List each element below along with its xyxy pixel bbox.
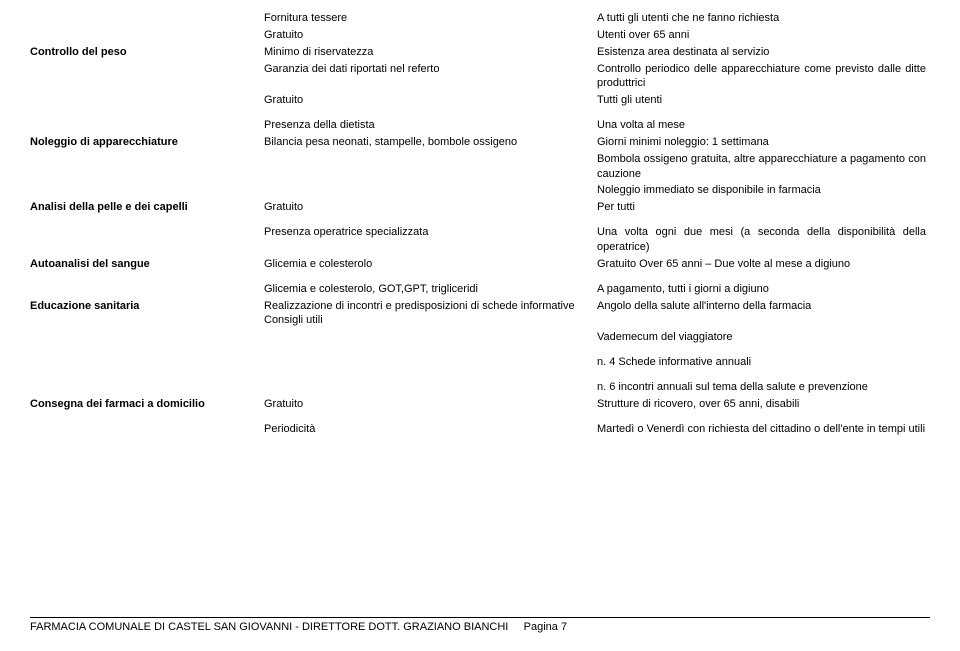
table-row: PeriodicitàMartedì o Venerdì con richies… bbox=[30, 421, 930, 438]
service-name-cell: Educazione sanitaria bbox=[30, 298, 264, 330]
detail-cell: Presenza operatrice specializzata bbox=[264, 224, 597, 256]
footer-separator bbox=[30, 617, 930, 618]
service-name-cell: Analisi della pelle e dei capelli bbox=[30, 199, 264, 216]
table-row bbox=[30, 371, 930, 379]
table-row: Presenza operatrice specializzataUna vol… bbox=[30, 224, 930, 256]
description-cell: Gratuito Over 65 anni – Due volte al mes… bbox=[597, 256, 930, 273]
description-cell: Esistenza area destinata al servizio bbox=[597, 44, 930, 61]
table-row: Vademecum del viaggiatore bbox=[30, 329, 930, 346]
description-cell: Una volta al mese bbox=[597, 117, 930, 134]
detail-cell: Presenza della dietista bbox=[264, 117, 597, 134]
service-name-cell bbox=[30, 354, 264, 371]
footer-page: Pagina 7 bbox=[524, 621, 567, 633]
service-name-cell: Autoanalisi del sangue bbox=[30, 256, 264, 273]
description-cell: Angolo della salute all'interno della fa… bbox=[597, 298, 930, 330]
service-name-cell: Consegna dei farmaci a domicilio bbox=[30, 396, 264, 413]
service-name-cell bbox=[30, 224, 264, 256]
detail-cell: Fornitura tessere bbox=[264, 10, 597, 27]
service-name-cell bbox=[30, 117, 264, 134]
detail-cell: Minimo di riservatezza bbox=[264, 44, 597, 61]
spacer-cell bbox=[30, 346, 930, 354]
description-cell: Controllo periodico delle apparecchiatur… bbox=[597, 61, 930, 93]
table-row: Bombola ossigeno gratuita, altre apparec… bbox=[30, 151, 930, 183]
service-name-cell bbox=[30, 379, 264, 396]
spacer-cell bbox=[30, 371, 930, 379]
service-name-cell: Controllo del peso bbox=[30, 44, 264, 61]
table-row: Noleggio di apparecchiatureBilancia pesa… bbox=[30, 134, 930, 151]
service-name-cell bbox=[30, 329, 264, 346]
table-row bbox=[30, 273, 930, 281]
table-row: Garanzia dei dati riportati nel refertoC… bbox=[30, 61, 930, 93]
page-footer: FARMACIA COMUNALE DI CASTEL SAN GIOVANNI… bbox=[30, 617, 930, 633]
table-row: Noleggio immediato se disponibile in far… bbox=[30, 182, 930, 199]
description-cell: Martedì o Venerdì con richiesta del citt… bbox=[597, 421, 930, 438]
table-row: Consegna dei farmaci a domicilioGratuito… bbox=[30, 396, 930, 413]
detail-cell bbox=[264, 151, 597, 183]
table-row: n. 6 incontri annuali sul tema della sal… bbox=[30, 379, 930, 396]
description-cell: Bombola ossigeno gratuita, altre apparec… bbox=[597, 151, 930, 183]
detail-cell: Glicemia e colesterolo bbox=[264, 256, 597, 273]
description-cell: n. 4 Schede informative annuali bbox=[597, 354, 930, 371]
service-name-cell: Noleggio di apparecchiature bbox=[30, 134, 264, 151]
table-row: Glicemia e colesterolo, GOT,GPT, triglic… bbox=[30, 281, 930, 298]
description-cell: Strutture di ricovero, over 65 anni, dis… bbox=[597, 396, 930, 413]
description-cell: Tutti gli utenti bbox=[597, 92, 930, 109]
detail-cell: Gratuito bbox=[264, 199, 597, 216]
detail-cell: Gratuito bbox=[264, 92, 597, 109]
detail-cell bbox=[264, 182, 597, 199]
service-name-cell bbox=[30, 182, 264, 199]
table-row: Fornitura tessereA tutti gli utenti che … bbox=[30, 10, 930, 27]
table-row: Autoanalisi del sangueGlicemia e coleste… bbox=[30, 256, 930, 273]
footer-title: FARMACIA COMUNALE DI CASTEL SAN GIOVANNI… bbox=[30, 621, 508, 633]
table-row bbox=[30, 346, 930, 354]
description-cell: A tutti gli utenti che ne fanno richiest… bbox=[597, 10, 930, 27]
service-name-cell bbox=[30, 61, 264, 93]
detail-cell bbox=[264, 329, 597, 346]
description-cell: Utenti over 65 anni bbox=[597, 27, 930, 44]
table-row bbox=[30, 413, 930, 421]
spacer-cell bbox=[30, 273, 930, 281]
table-row: Analisi della pelle e dei capelliGratuit… bbox=[30, 199, 930, 216]
detail-cell: Garanzia dei dati riportati nel referto bbox=[264, 61, 597, 93]
detail-cell bbox=[264, 379, 597, 396]
detail-cell: Gratuito bbox=[264, 396, 597, 413]
table-row: Presenza della dietistaUna volta al mese bbox=[30, 117, 930, 134]
description-cell: Per tutti bbox=[597, 199, 930, 216]
table-row bbox=[30, 109, 930, 117]
service-name-cell bbox=[30, 92, 264, 109]
service-name-cell bbox=[30, 10, 264, 27]
detail-cell bbox=[264, 354, 597, 371]
detail-cell: Periodicità bbox=[264, 421, 597, 438]
description-cell: Una volta ogni due mesi (a seconda della… bbox=[597, 224, 930, 256]
table-row: Controllo del pesoMinimo di riservatezza… bbox=[30, 44, 930, 61]
table-row: GratuitoUtenti over 65 anni bbox=[30, 27, 930, 44]
detail-cell: Glicemia e colesterolo, GOT,GPT, triglic… bbox=[264, 281, 597, 298]
spacer-cell bbox=[30, 109, 930, 117]
service-name-cell bbox=[30, 421, 264, 438]
service-name-cell bbox=[30, 27, 264, 44]
table-row bbox=[30, 216, 930, 224]
spacer-cell bbox=[30, 413, 930, 421]
detail-cell: Gratuito bbox=[264, 27, 597, 44]
detail-cell: Realizzazione di incontri e predisposizi… bbox=[264, 298, 597, 330]
spacer-cell bbox=[30, 216, 930, 224]
service-name-cell bbox=[30, 281, 264, 298]
table-row: Educazione sanitariaRealizzazione di inc… bbox=[30, 298, 930, 330]
detail-cell: Bilancia pesa neonati, stampelle, bombol… bbox=[264, 134, 597, 151]
description-cell: Giorni minimi noleggio: 1 settimana bbox=[597, 134, 930, 151]
description-cell: Vademecum del viaggiatore bbox=[597, 329, 930, 346]
document-table: Fornitura tessereA tutti gli utenti che … bbox=[30, 10, 930, 437]
table-row: n. 4 Schede informative annuali bbox=[30, 354, 930, 371]
service-name-cell bbox=[30, 151, 264, 183]
description-cell: Noleggio immediato se disponibile in far… bbox=[597, 182, 930, 199]
table-row: GratuitoTutti gli utenti bbox=[30, 92, 930, 109]
description-cell: n. 6 incontri annuali sul tema della sal… bbox=[597, 379, 930, 396]
description-cell: A pagamento, tutti i giorni a digiuno bbox=[597, 281, 930, 298]
